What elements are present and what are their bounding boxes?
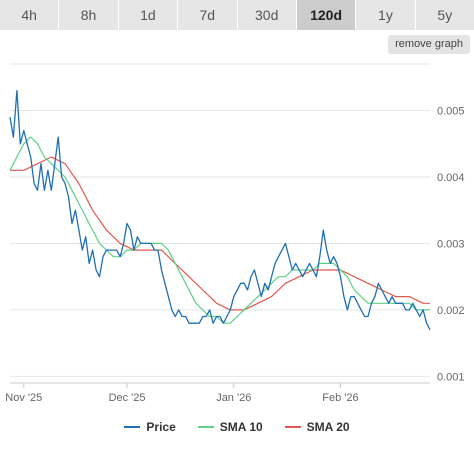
chart-legend: Price SMA 10 SMA 20 <box>0 420 474 434</box>
x-tick-label: Dec '25 <box>109 392 146 404</box>
tab-30d[interactable]: 30d <box>237 0 297 30</box>
legend-label-price: Price <box>146 420 176 434</box>
legend-item-sma20[interactable]: SMA 20 <box>284 420 350 434</box>
tab-7d[interactable]: 7d <box>178 0 238 30</box>
tab-8h[interactable]: 8h <box>59 0 119 30</box>
y-tick-label: 0.005 <box>437 106 465 118</box>
tab-1y[interactable]: 1y <box>356 0 416 30</box>
chart-grid <box>10 63 430 384</box>
tab-120d[interactable]: 120d <box>296 0 357 30</box>
y-axis: 0.001 0.002 0.003 0.004 0.005 <box>437 106 465 384</box>
y-tick-label: 0.001 <box>437 371 465 383</box>
y-tick-label: 0.003 <box>437 238 465 250</box>
y-tick-label: 0.004 <box>437 172 465 184</box>
legend-label-sma20: SMA 20 <box>306 420 350 434</box>
legend-swatch-sma10 <box>197 426 214 428</box>
remove-graph-button[interactable]: remove graph <box>388 35 470 54</box>
legend-item-price[interactable]: Price <box>124 420 176 434</box>
tab-4h[interactable]: 4h <box>0 0 60 30</box>
price-chart: 0.001 0.002 0.003 0.004 0.005 Nov '25 Dec '25… <box>5 63 465 404</box>
sma-10-line <box>9 136 430 324</box>
legend-label-sma10: SMA 10 <box>219 420 263 434</box>
x-axis: Nov '25 Dec '25 Jan '26 Feb '26 <box>5 383 359 404</box>
x-tick-label: Jan '26 <box>216 392 251 404</box>
sma-20-line <box>10 156 430 311</box>
legend-swatch-price <box>124 426 141 428</box>
timeframe-tabs: 4h 8h 1d 7d 30d 120d 1y 5y <box>0 0 474 30</box>
y-tick-label: 0.002 <box>437 305 465 317</box>
legend-swatch-sma20 <box>284 426 301 428</box>
x-tick-label: Feb '26 <box>322 392 358 404</box>
x-tick-label: Nov '25 <box>5 392 42 404</box>
legend-item-sma10[interactable]: SMA 10 <box>197 420 263 434</box>
tab-1d[interactable]: 1d <box>118 0 179 30</box>
tab-5y[interactable]: 5y <box>415 0 474 30</box>
chart-series <box>9 89 431 331</box>
price-line <box>9 89 431 331</box>
